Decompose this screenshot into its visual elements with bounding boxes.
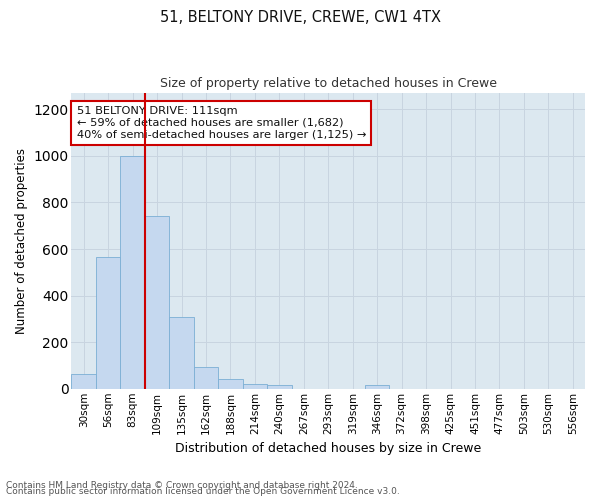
Text: 51, BELTONY DRIVE, CREWE, CW1 4TX: 51, BELTONY DRIVE, CREWE, CW1 4TX <box>160 10 440 25</box>
Bar <box>365 386 389 389</box>
Bar <box>267 386 292 389</box>
Text: 51 BELTONY DRIVE: 111sqm
← 59% of detached houses are smaller (1,682)
40% of sem: 51 BELTONY DRIVE: 111sqm ← 59% of detach… <box>77 106 366 140</box>
Bar <box>96 256 121 389</box>
Title: Size of property relative to detached houses in Crewe: Size of property relative to detached ho… <box>160 78 497 90</box>
Bar <box>194 366 218 389</box>
Bar <box>121 156 145 389</box>
Bar <box>169 317 194 389</box>
Text: Contains HM Land Registry data © Crown copyright and database right 2024.: Contains HM Land Registry data © Crown c… <box>6 481 358 490</box>
X-axis label: Distribution of detached houses by size in Crewe: Distribution of detached houses by size … <box>175 442 481 455</box>
Y-axis label: Number of detached properties: Number of detached properties <box>15 148 28 334</box>
Bar <box>242 384 267 389</box>
Text: Contains public sector information licensed under the Open Government Licence v3: Contains public sector information licen… <box>6 487 400 496</box>
Bar <box>71 374 96 389</box>
Bar <box>218 380 242 389</box>
Bar <box>145 216 169 389</box>
